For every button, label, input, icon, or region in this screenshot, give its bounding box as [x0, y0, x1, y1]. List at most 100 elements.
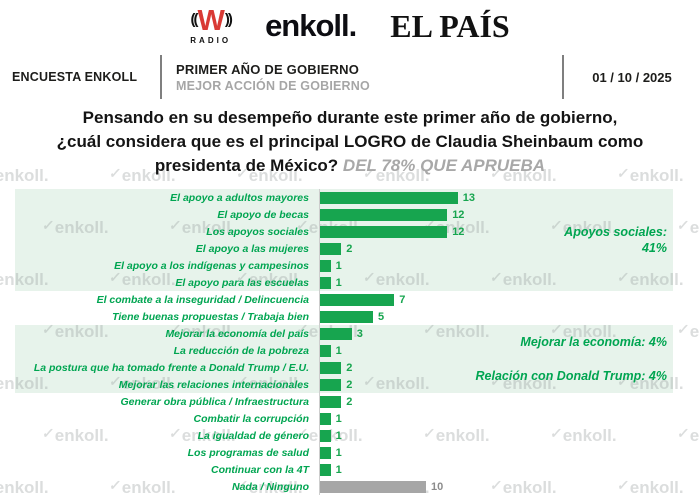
report-title: PRIMER AÑO DE GOBIERNO [176, 61, 360, 77]
category-label: Continuar con la 4T [210, 463, 309, 476]
group-highlight-band [15, 359, 673, 393]
bar-value: 1 [335, 429, 342, 442]
bar-area: 2 [319, 240, 673, 257]
question-line-3: presidenta de México? [154, 156, 339, 175]
group-annotation: Apoyos sociales: 41% [564, 225, 667, 255]
bar-value: 1 [335, 463, 342, 476]
bar-value: 2 [346, 242, 353, 255]
wradio-logo-top: (( W )) [190, 7, 233, 36]
bar [320, 361, 342, 374]
category-label: El apoyo de becas [217, 208, 309, 221]
bar [320, 327, 352, 340]
vertical-divider [562, 55, 564, 99]
bar-value: 2 [346, 395, 353, 408]
bar-area: 12 [319, 223, 673, 240]
bar-value: 1 [335, 412, 342, 425]
bar [320, 191, 458, 204]
bar-value: 7 [399, 293, 406, 306]
chart-row: El combate a la inseguridad / Delincuenc… [15, 291, 673, 308]
question-text: Pensando en su desempeño durante este pr… [30, 106, 670, 178]
chart-row: Mejorar la economía del país 3 [15, 325, 673, 342]
bar [320, 378, 342, 391]
category-label: El apoyo a adultos mayores [170, 191, 309, 204]
bar [320, 429, 331, 442]
chart-row: Los programas de salud 1 [15, 444, 673, 461]
chart-row: Mejorar las relaciones internacionales 2 [15, 376, 673, 393]
category-label: La postura que ha tomado frente a Donald… [33, 361, 309, 374]
enkoll-leaf-icon: ✓ [676, 321, 691, 337]
category-label: Mejorar la economía del país [165, 327, 309, 340]
radio-waves-right-icon: )) [224, 11, 233, 28]
question-line-1: Pensando en su desempeño durante este pr… [82, 108, 618, 127]
bar [320, 208, 448, 221]
vertical-divider [160, 55, 162, 99]
chart-row: Continuar con la 4T 1 [15, 461, 673, 478]
radio-waves-left-icon: (( [190, 11, 198, 28]
bar-value: 3 [356, 327, 363, 340]
bar-area: 13 [319, 189, 673, 206]
category-label: El combate a la inseguridad / Delincuenc… [96, 293, 309, 306]
bar-value: 5 [378, 310, 385, 323]
bar-area: 2 [319, 376, 673, 393]
bar [320, 225, 448, 238]
category-label: El apoyo a los indígenas y campesinos [114, 259, 309, 272]
wradio-logo: (( W )) RADIO [190, 7, 233, 45]
category-label: Nada / Ninguno [232, 480, 309, 493]
bar-value: 1 [335, 446, 342, 459]
bar-area: 1 [319, 257, 673, 274]
bar-value: 12 [452, 225, 465, 238]
bar [320, 446, 331, 459]
chart-row: Tiene buenas propuestas / Trabaja bien 5 [15, 308, 673, 325]
subheader: ENCUESTA ENKOLL PRIMER AÑO DE GOBIERNO M… [0, 52, 700, 102]
category-label: Combatir la corrupción [193, 412, 309, 425]
bar [320, 344, 331, 357]
category-label: Tiene buenas propuestas / Trabaja bien [112, 310, 309, 323]
bar [320, 293, 395, 306]
survey-name-label: ENCUESTA ENKOLL [12, 70, 138, 84]
watermark-text: enkoll. [689, 426, 700, 445]
bar-area: 1 [319, 461, 673, 478]
chart-row: La postura que ha tomado frente a Donald… [15, 359, 673, 376]
bar-chart: El apoyo a adultos mayores 13 El apoyo de … [15, 189, 673, 495]
bar-area: 2 [319, 393, 673, 410]
bar [320, 395, 342, 408]
bar-value: 10 [431, 480, 444, 493]
category-label: La igualdad de género [197, 429, 309, 442]
enkoll-leaf-icon: ✓ [676, 217, 691, 233]
bar-area: 1 [319, 427, 673, 444]
category-label: Generar obra pública / Infraestructura [120, 395, 309, 408]
bar-value: 13 [462, 191, 476, 204]
category-label: El apoyo para las escuelas [175, 276, 309, 289]
bar [320, 259, 331, 272]
chart-row: Nada / Ninguno 10 [15, 478, 673, 495]
question-highlight: DEL 78% QUE APRUEBA [342, 156, 546, 175]
chart-row: El apoyo para las escuelas 1 [15, 274, 673, 291]
category-label: Los programas de salud [187, 446, 309, 459]
chart-row: Generar obra pública / Infraestructura 2 [15, 393, 673, 410]
group-highlight-band [15, 189, 673, 291]
bar [320, 276, 331, 289]
chart-row: La igualdad de género 1 [15, 427, 673, 444]
category-label: El apoyo a las mujeres [195, 242, 309, 255]
bar [320, 412, 331, 425]
highlight-bands-layer [15, 189, 673, 495]
chart-row: El apoyo a los indígenas y campesinos 1 [15, 257, 673, 274]
watermark-text: enkoll. [689, 322, 700, 341]
bar-area: 10 [319, 478, 673, 495]
bar-area: 1 [319, 410, 673, 427]
bar-area: 12 [319, 206, 673, 223]
bar-area: 3 [319, 325, 673, 342]
group-annotation: Mejorar la economía: 4% [520, 335, 667, 349]
bar-area: 5 [319, 308, 673, 325]
subheader-titles: PRIMER AÑO DE GOBIERNO MEJOR ACCIÓN DE G… [162, 62, 562, 93]
enkoll-watermark: ✓enkoll. [676, 217, 700, 238]
enkoll-leaf-icon: ✓ [676, 425, 691, 441]
bar [320, 480, 426, 493]
category-label: Mejorar las relaciones internacionales [118, 378, 309, 391]
bar-value: 1 [335, 344, 342, 357]
category-label: La reducción de la pobreza [173, 344, 309, 357]
bar-area: 2 [319, 359, 673, 376]
bar-area: 7 [319, 291, 673, 308]
bar-area: 1 [319, 274, 673, 291]
